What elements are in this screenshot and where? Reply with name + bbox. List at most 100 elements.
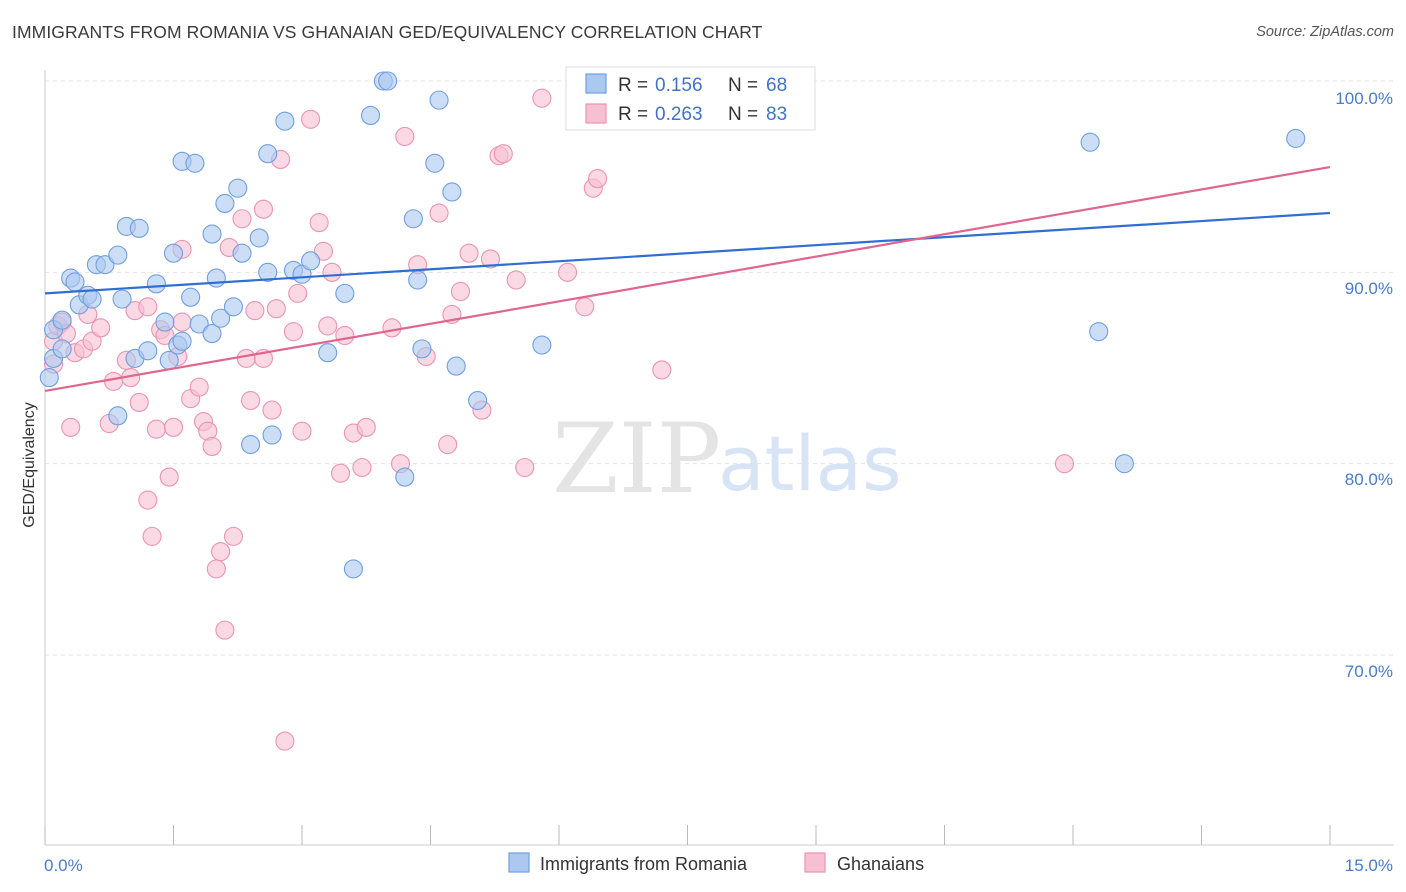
romania-point	[189, 314, 209, 334]
ghanaian-point	[232, 209, 252, 229]
legend-r-value: 0.263	[655, 104, 703, 125]
romania-point	[442, 182, 462, 202]
ghanaian-point	[352, 457, 372, 478]
ghanaian-point	[322, 262, 342, 282]
romania-point	[258, 262, 278, 282]
ghanaian-point	[189, 377, 209, 397]
legend-label-romania: Immigrants from Romania	[540, 854, 748, 874]
ghanaian-point	[587, 169, 608, 189]
romania-point	[468, 390, 488, 411]
ghanaian-point	[1054, 454, 1074, 474]
romania-point	[39, 368, 59, 388]
ghanaian-point	[301, 109, 321, 129]
romania-point	[228, 178, 248, 198]
romania-point	[335, 283, 355, 303]
romania-point	[223, 297, 244, 317]
ghanaian-point	[288, 283, 308, 303]
legend-swatch-ghanaians	[804, 852, 826, 873]
ghanaian-point	[129, 392, 149, 412]
ghanaian-point	[438, 434, 458, 455]
ghanaian-point	[459, 243, 479, 263]
romania-point	[95, 255, 115, 275]
legend-r-label: R =	[618, 104, 648, 125]
ghanaian-point	[558, 262, 578, 282]
x-tick-label: 15.0%	[1345, 856, 1393, 875]
romania-point	[232, 243, 252, 263]
legend-r-label: R =	[618, 75, 648, 96]
romania-point	[343, 559, 363, 579]
ghanaian-point	[236, 348, 256, 368]
legend-n-label: N =	[728, 104, 758, 125]
ghanaian-point	[382, 318, 402, 338]
romania-point	[258, 144, 278, 164]
legend-n-label: N =	[728, 75, 758, 96]
romania-point	[249, 228, 269, 248]
ghanaian-point	[506, 270, 526, 290]
ghanaian-point	[138, 297, 158, 317]
romania-point	[163, 243, 184, 263]
romania-point	[112, 289, 132, 309]
romania-trend-line	[44, 211, 1331, 295]
ghanaian-point	[309, 213, 329, 233]
ghanaian-point	[275, 731, 295, 751]
romania-point	[318, 343, 338, 363]
ghanaian-point	[159, 467, 179, 487]
ghanaian-point	[103, 371, 124, 391]
ghanaian-point	[61, 417, 81, 437]
romania-point	[185, 153, 205, 173]
romania-point	[1114, 454, 1134, 474]
ghanaian-point	[146, 419, 166, 439]
y-axis-label: GED/Equivalency	[21, 402, 38, 527]
romania-point	[1089, 322, 1109, 342]
romania-point	[202, 324, 222, 344]
ghanaian-point	[395, 126, 415, 147]
ghanaian-point	[241, 390, 261, 411]
romania-point	[301, 251, 321, 271]
chart-title: IMMIGRANTS FROM ROMANIA VS GHANAIAN GED/…	[12, 22, 763, 42]
ghanaian-point	[202, 436, 222, 456]
ghanaian-point	[82, 331, 102, 351]
ghanaian-point	[356, 417, 376, 437]
ghanaian-point	[215, 620, 235, 640]
series1-swatch	[585, 73, 607, 94]
ghanaian-point	[283, 322, 303, 342]
trend-layer	[44, 166, 1331, 393]
ghanaian-point	[262, 400, 282, 420]
ghanaian-point	[142, 526, 162, 546]
romania-point	[146, 274, 166, 294]
ghanaian-point	[292, 421, 312, 441]
correlation-legend-box	[565, 66, 816, 131]
romania-point	[408, 270, 428, 290]
source-label: Source: ZipAtlas.com	[1256, 24, 1394, 40]
romania-point	[206, 268, 226, 288]
romania-point	[360, 105, 381, 125]
romania-point	[275, 111, 295, 131]
romania-point	[403, 209, 423, 229]
ghanaian-point	[163, 417, 184, 437]
ghanaian-point	[429, 203, 449, 223]
y-tick-label: 100.0%	[1335, 89, 1393, 108]
ghanaian-point	[575, 297, 595, 317]
romania-point	[52, 339, 72, 359]
y-tick-label: 80.0%	[1345, 470, 1393, 489]
romania-point	[412, 339, 432, 359]
romania-point	[1080, 132, 1100, 152]
romania-point	[52, 310, 72, 330]
romania-point	[215, 193, 235, 214]
romania-point	[82, 289, 102, 309]
ghanaian-point	[515, 457, 535, 478]
correlation-legend: R = 0.156 N = 68 R = 0.263 N = 83	[565, 66, 816, 131]
ghanaian-point	[335, 325, 355, 346]
romania-point	[172, 331, 192, 351]
romania-point	[108, 245, 128, 265]
romania-point	[108, 406, 128, 426]
ghanaian-point	[330, 463, 351, 483]
y-tick-label: 90.0%	[1345, 279, 1393, 298]
romania-point	[129, 218, 149, 238]
romania-point	[532, 335, 552, 355]
ghanaian-point	[206, 559, 226, 579]
legend-label-ghanaians: Ghanaians	[837, 854, 924, 874]
ghanaian-point	[245, 301, 265, 321]
x-tick-label: 0.0%	[44, 856, 83, 875]
